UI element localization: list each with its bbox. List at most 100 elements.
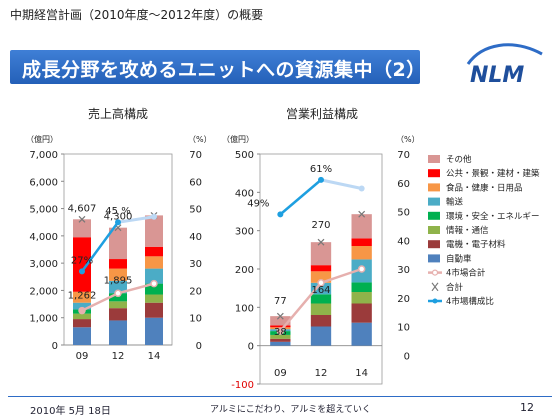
legend-swatch bbox=[428, 169, 440, 178]
y2-tick-label: 10 bbox=[189, 314, 202, 325]
total4-point bbox=[78, 306, 86, 315]
ratio-point bbox=[318, 176, 324, 183]
ratio-point bbox=[79, 268, 85, 275]
y2-tick-label: 70 bbox=[189, 150, 202, 161]
total-marker bbox=[78, 215, 86, 223]
legend-swatch bbox=[428, 254, 440, 263]
total4-point bbox=[276, 327, 285, 335]
total-marker bbox=[317, 238, 325, 246]
data-label: 4,607 bbox=[68, 203, 97, 214]
bar-segment bbox=[310, 303, 332, 315]
legend-marker bbox=[432, 298, 438, 304]
total4-point bbox=[150, 279, 158, 288]
y2-tick-label: 50 bbox=[397, 208, 410, 219]
y2-tick-label: 10 bbox=[397, 323, 410, 334]
data-label: 77 bbox=[274, 296, 287, 307]
y2-tick-label: 40 bbox=[397, 236, 410, 247]
bar-segment bbox=[73, 302, 91, 310]
x-tick-label: 09 bbox=[76, 351, 89, 362]
legend-swatch bbox=[428, 197, 440, 206]
y-axis-unit: （億円） bbox=[26, 134, 58, 144]
bar-segment bbox=[351, 292, 372, 304]
slide-title: 成長分野を攻めるユニットへの資源集中（2） bbox=[22, 59, 426, 81]
bar-segment bbox=[145, 302, 163, 318]
bar-segment bbox=[310, 271, 332, 283]
total4-point bbox=[357, 265, 366, 273]
footer-date: 2010年 5月 18日 bbox=[30, 406, 111, 417]
operating-profit-chart: 営業利益構成 （億円） （%） -100 0 100 200 300 400 500 0 10 20 30… bbox=[222, 107, 420, 391]
data-label: 164 bbox=[311, 285, 330, 296]
y-tick-label: 4,000 bbox=[29, 232, 58, 243]
bar-segment bbox=[109, 280, 127, 294]
bar-segment bbox=[270, 325, 291, 328]
y-tick-label: 5,000 bbox=[29, 205, 58, 216]
sales-composition-chart: 売上高構成 （億円） （%） 0 1,000 2,000 3,000 4,000 5,000 6,… bbox=[26, 106, 212, 362]
legend-swatch bbox=[428, 155, 440, 163]
data-label: 270 bbox=[311, 220, 330, 231]
y-tick-label: 200 bbox=[235, 265, 254, 276]
slide-subtitle: 中期経営計画（2010年度～2012年度）の概要 bbox=[10, 8, 264, 22]
bar-segment bbox=[351, 238, 372, 246]
bar-segment bbox=[109, 293, 127, 302]
legend-label: 公共・景観・建材・建築 bbox=[446, 168, 540, 179]
y-tick-label: 0 bbox=[52, 341, 58, 352]
y-tick-label: 6,000 bbox=[29, 177, 58, 188]
bar-segment bbox=[109, 259, 127, 269]
data-label: 1,262 bbox=[68, 291, 97, 302]
ratio-line-forecast bbox=[117, 215, 155, 224]
y2-tick-label: 40 bbox=[189, 232, 202, 243]
bar-segment bbox=[310, 282, 332, 295]
x-tick-label: 14 bbox=[148, 351, 161, 362]
bar-segment bbox=[310, 242, 332, 266]
bar-segment bbox=[73, 327, 91, 345]
bar-segment bbox=[109, 301, 127, 309]
y2-tick-label: 60 bbox=[397, 179, 410, 190]
footer-slogan: アルミにこだわり、アルミを超えていく bbox=[210, 405, 371, 415]
bar-segment bbox=[109, 227, 127, 260]
legend-label: その他 bbox=[446, 154, 472, 165]
bar-segment bbox=[270, 316, 291, 326]
y2-tick-label: 30 bbox=[189, 259, 202, 270]
legend-label: 4市場構成比 bbox=[446, 296, 494, 307]
legend-swatch bbox=[428, 211, 440, 220]
legend-marker bbox=[431, 269, 439, 276]
bar-segment bbox=[73, 319, 91, 328]
y2-tick-label: 60 bbox=[189, 177, 202, 188]
bar-segment bbox=[310, 294, 332, 304]
bar-segment bbox=[109, 320, 127, 345]
bar-segment bbox=[109, 268, 127, 281]
bar-segment bbox=[351, 246, 372, 260]
x-tick-label: 12 bbox=[315, 368, 328, 379]
bar-segment bbox=[109, 308, 127, 321]
y2-axis-unit: （%） bbox=[396, 135, 420, 144]
y-axis-unit: （億円） bbox=[222, 134, 254, 144]
ratio-point bbox=[115, 219, 121, 226]
bar-segment bbox=[351, 322, 372, 346]
footer-divider bbox=[8, 396, 552, 397]
x-tick-label: 12 bbox=[112, 351, 125, 362]
total4-point bbox=[114, 289, 122, 298]
chart-title: 売上高構成 bbox=[88, 106, 148, 121]
bar-segment bbox=[145, 215, 163, 247]
ratio-line-forecast bbox=[320, 178, 362, 190]
y-tick-label: 1,000 bbox=[29, 314, 58, 325]
data-label: 1,895 bbox=[104, 275, 133, 286]
legend-label: 4市場合計 bbox=[446, 268, 486, 279]
y-tick-label: 2,000 bbox=[29, 286, 58, 297]
bar-segment bbox=[351, 303, 372, 323]
x-tick-label: 14 bbox=[355, 368, 368, 379]
legend-swatch bbox=[431, 282, 439, 292]
bar-segment bbox=[270, 341, 291, 346]
bar-segment bbox=[145, 317, 163, 345]
legend-label: 合計 bbox=[446, 282, 464, 293]
y-tick-label: 0 bbox=[248, 342, 254, 353]
data-label: 49% bbox=[247, 198, 269, 209]
y-tick-label: 500 bbox=[235, 150, 254, 161]
legend-label: 輸送 bbox=[446, 197, 464, 208]
legend-label: 情報・通信 bbox=[446, 225, 489, 236]
y-tick-label: 7,000 bbox=[29, 150, 58, 161]
ratio-line bbox=[279, 178, 322, 216]
data-label: 61% bbox=[310, 164, 332, 175]
bar-segment bbox=[351, 214, 372, 239]
total4-point bbox=[317, 279, 325, 287]
